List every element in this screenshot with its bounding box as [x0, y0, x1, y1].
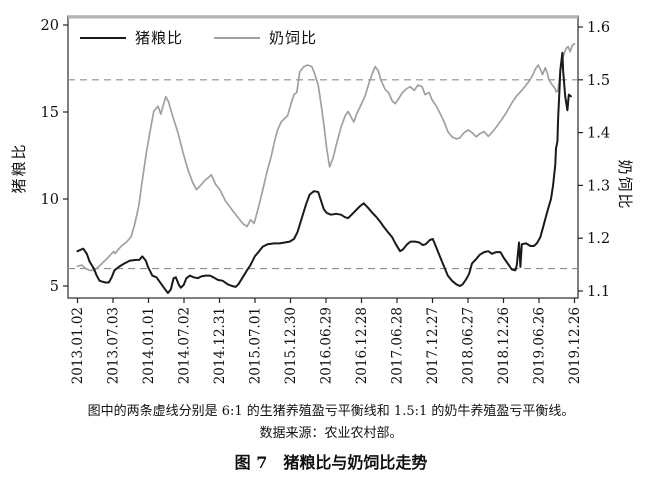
left-tick-label: 5: [50, 279, 59, 295]
right-tick-label: 1.4: [587, 126, 610, 142]
legend-label-pig-ratio: 猪粮比: [135, 29, 184, 47]
x-tick-label: 2016.06.29: [319, 307, 335, 384]
x-tick-label: 2015.12.30: [283, 307, 299, 384]
x-tick-label: 2014.07.02: [177, 307, 193, 384]
right-tick-label: 1.1: [587, 284, 610, 300]
x-tick-label: 2015.07.01: [248, 307, 264, 384]
pig-ratio-line-swatch: [80, 36, 126, 39]
x-tick-label: 2017.06.28: [390, 307, 406, 384]
right-tick-label: 1.5: [587, 73, 610, 89]
right-axis-title: 奶饲比: [616, 159, 634, 211]
pig-grain-ratio-line: [76, 51, 572, 294]
data-source: 数据来源：农业农村部。: [259, 426, 403, 441]
left-tick-label: 10: [41, 192, 59, 208]
milk-feed-ratio-line: [76, 43, 576, 272]
x-tick-label: 2016.12.28: [354, 307, 370, 384]
x-tick-label: 2018.06.27: [461, 307, 477, 384]
left-axis-title: 猪粮比: [10, 142, 28, 194]
x-tick-label: 2013.01.02: [70, 307, 86, 384]
legend-label-milk-ratio: 奶饲比: [269, 29, 318, 47]
milk-ratio-line-swatch: [214, 36, 261, 39]
figure-note: 图中的两条虚线分别是 6:1 的生猪养殖盈亏平衡线和 1.5:1 的奶牛养殖盈亏…: [87, 404, 575, 419]
x-tick-label: 2014.01.01: [141, 307, 157, 384]
x-tick-label: 2017.12.27: [425, 307, 441, 384]
right-tick-label: 1.2: [587, 231, 610, 247]
x-tick-label: 2014.12.31: [212, 307, 228, 384]
chart-area: 20 15 10 5 1.6 1.5 1.4 1.3 1.2 1.1 2013.01.02 2013.…: [10, 15, 634, 384]
line-chart: 20 15 10 5 1.6 1.5 1.4 1.3 1.2 1.1 2013.01.02 2013.…: [41, 15, 610, 384]
left-tick-label: 20: [41, 18, 59, 34]
left-tick-label: 15: [41, 105, 59, 121]
captions: 图中的两条虚线分别是 6:1 的生猪养殖盈亏平衡线和 1.5:1 的奶牛养殖盈亏…: [0, 402, 662, 478]
x-tick-label: 2018.12.26: [496, 307, 512, 384]
x-tick-label: 2019.06.26: [532, 307, 548, 384]
right-tick-label: 1.6: [587, 20, 610, 36]
x-tick-label: 2013.07.03: [106, 307, 122, 384]
right-tick-label: 1.3: [587, 178, 610, 194]
figure-title: 图 7 猪粮比与奶饲比走势: [234, 453, 428, 472]
legend: 猪粮比 奶饲比: [80, 27, 339, 48]
x-tick-label: 2019.12.26: [567, 307, 583, 384]
